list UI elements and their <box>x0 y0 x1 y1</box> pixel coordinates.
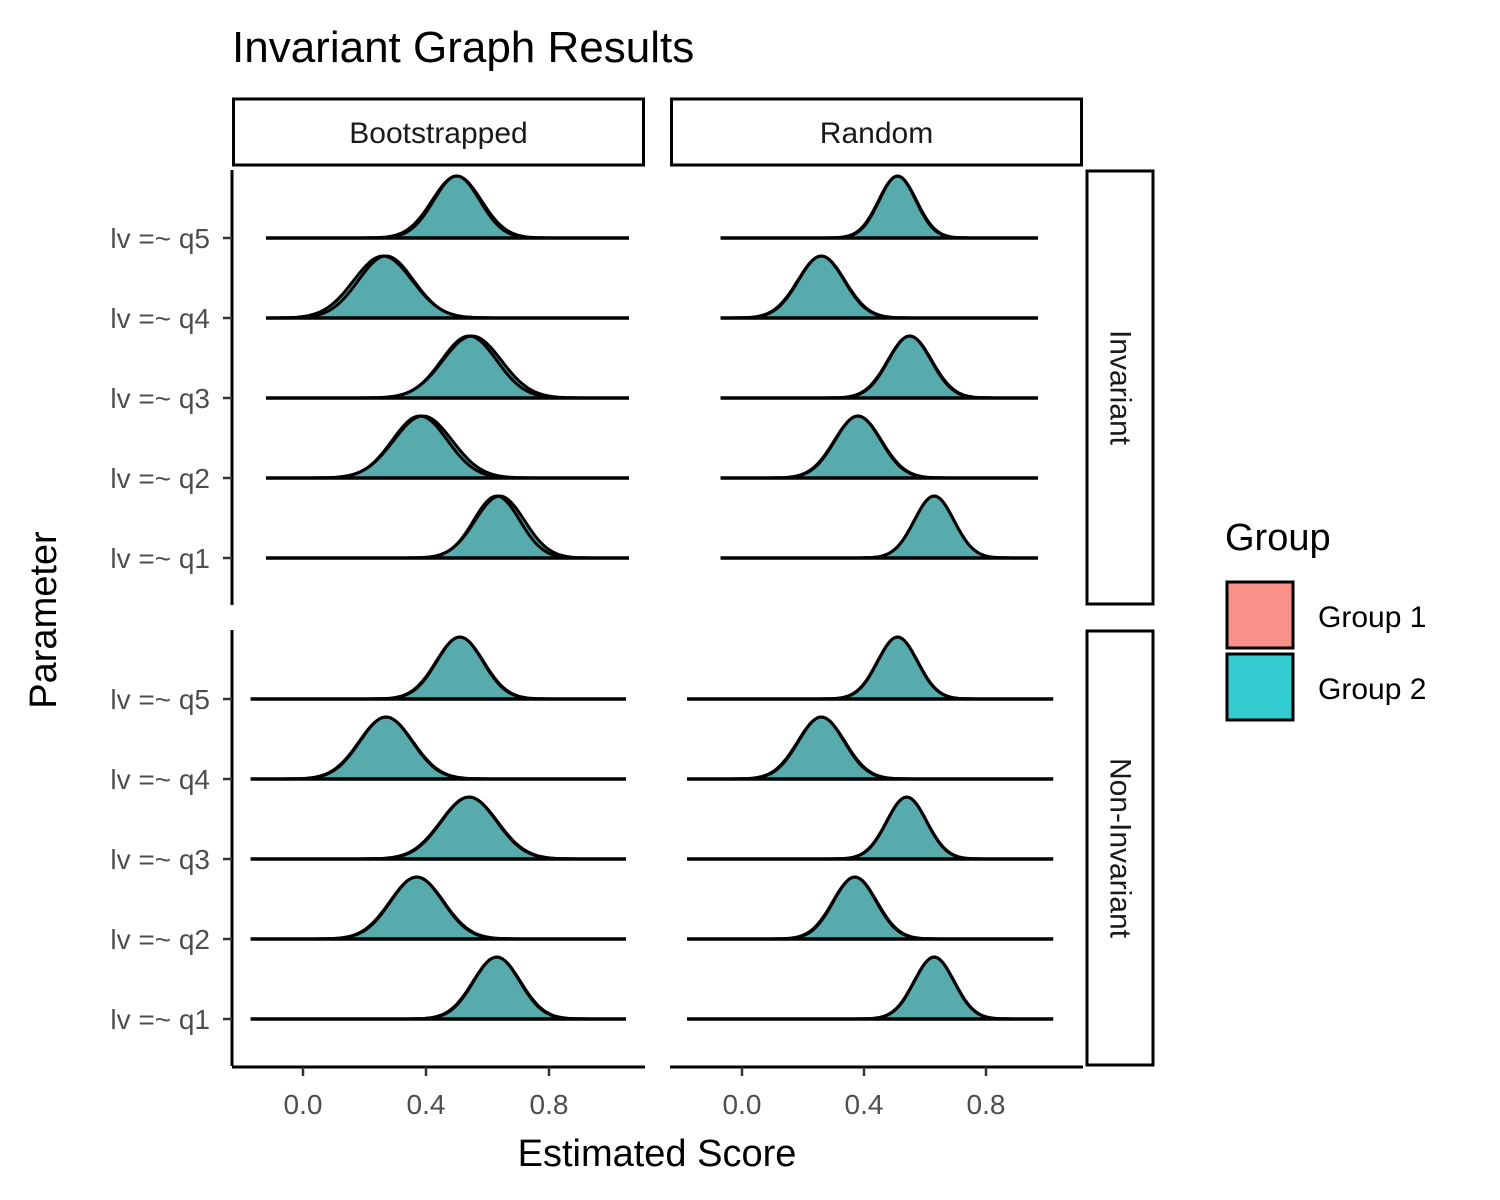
density-area-group-2-lv-q4 <box>720 256 1038 318</box>
density-area-group-2-lv-q1 <box>266 496 629 558</box>
y-tick-label: lv =~ q2 <box>110 463 210 494</box>
density-overlap-lv-q2 <box>266 416 629 478</box>
density-line-group-1-lv-q4 <box>720 254 1038 320</box>
density-overlap-lv-q1 <box>720 496 1038 558</box>
row-strip-label-non-invariant: Non-Invariant <box>1104 758 1137 939</box>
density-overlap-lv-q3 <box>720 336 1038 398</box>
row-strip-label-invariant: Invariant <box>1104 330 1137 446</box>
axes-layer: lv =~ q1 lv =~ q2 lv =~ q3 lv =~ q4 lv =~ q5… <box>110 170 1083 1120</box>
row-strip-invariant <box>1085 169 1155 606</box>
x-tick-label: 0.8 <box>530 1089 569 1120</box>
panel-bootstrapped-non-invariant <box>250 635 626 1021</box>
density-area-group-1-lv-q4 <box>266 256 629 318</box>
density-line-group-1-lv-q4 <box>266 254 629 320</box>
y-tick-label: lv =~ q3 <box>110 383 210 414</box>
density-line-group-2-lv-q4 <box>720 254 1038 320</box>
density-overlap-lv-q4 <box>720 256 1038 318</box>
column-strip-bootstrapped <box>232 97 645 167</box>
row-strip-non-invariant <box>1085 629 1155 1067</box>
column-strip-label-bootstrapped: Bootstrapped <box>349 117 527 150</box>
density-line-group-1-lv-q3 <box>687 795 1054 861</box>
panel-bootstrapped-invariant <box>266 174 629 560</box>
density-line-group-2-lv-q4 <box>266 254 629 320</box>
legend-key-group-1 <box>1225 580 1295 650</box>
density-line-group-1-lv-q4 <box>687 715 1054 781</box>
density-area-group-1-lv-q4 <box>687 717 1054 779</box>
density-overlap-lv-q5 <box>720 176 1038 238</box>
density-line-group-2-lv-q1 <box>687 955 1054 1021</box>
density-area-group-2-lv-q1 <box>250 957 626 1019</box>
density-line-group-2-lv-q1 <box>266 494 629 560</box>
density-line-group-2-lv-q4 <box>250 715 626 781</box>
density-area-group-1-lv-q1 <box>266 496 629 558</box>
legend-label-group-2: Group 2 <box>1318 673 1426 706</box>
y-tick-label: lv =~ q1 <box>110 1004 210 1035</box>
y-tick-label: lv =~ q1 <box>110 543 210 574</box>
density-line-group-1-lv-q1 <box>720 494 1038 560</box>
panels-layer <box>250 174 1054 1021</box>
legend: Group Group 1 Group 2 <box>1225 517 1426 722</box>
strips-layer: Bootstrapped Random Invariant Non-Invariant <box>232 97 1155 1067</box>
y-tick-label: lv =~ q2 <box>110 924 210 955</box>
legend-title: Group <box>1225 517 1331 559</box>
panel-random-non-invariant <box>687 635 1054 1021</box>
density-area-group-2-lv-q1 <box>720 496 1038 558</box>
column-strip-random <box>670 97 1083 167</box>
density-overlap-lv-q5 <box>266 176 629 238</box>
density-area-group-2-lv-q4 <box>687 717 1054 779</box>
density-line-group-2-lv-q1 <box>720 494 1038 560</box>
density-overlap-lv-q2 <box>687 877 1054 939</box>
x-axis-title: Estimated Score <box>518 1133 797 1175</box>
column-strip-label-random: Random <box>820 117 933 150</box>
y-tick-label: lv =~ q4 <box>110 764 210 795</box>
density-area-group-1-lv-q1 <box>687 957 1054 1019</box>
x-tick-label: 0.4 <box>407 1089 446 1120</box>
legend-key-group-2 <box>1225 652 1295 722</box>
density-area-group-1-lv-q1 <box>250 957 626 1019</box>
y-tick-label: lv =~ q5 <box>110 223 210 254</box>
y-tick-label: lv =~ q3 <box>110 844 210 875</box>
chart-title: Invariant Graph Results <box>232 23 694 72</box>
y-tick-label: lv =~ q4 <box>110 303 210 334</box>
density-line-group-2-lv-q1 <box>250 955 626 1021</box>
density-overlap-lv-q5 <box>250 637 626 699</box>
density-area-group-2-lv-q1 <box>687 957 1054 1019</box>
x-tick-label: 0.0 <box>284 1089 323 1120</box>
density-overlap-lv-q1 <box>250 957 626 1019</box>
density-overlap-lv-q1 <box>687 957 1054 1019</box>
density-overlap-lv-q3 <box>266 336 629 398</box>
x-tick-label: 0.0 <box>723 1089 762 1120</box>
y-tick-label: lv =~ q5 <box>110 684 210 715</box>
density-area-group-1-lv-q1 <box>720 496 1038 558</box>
density-overlap-lv-q1 <box>266 496 629 558</box>
density-overlap-lv-q2 <box>250 877 626 939</box>
x-tick-label: 0.4 <box>845 1089 884 1120</box>
density-line-group-2-lv-q4 <box>687 715 1054 781</box>
density-line-group-1-lv-q1 <box>266 494 629 560</box>
density-line-group-1-lv-q1 <box>687 955 1054 1021</box>
density-overlap-lv-q4 <box>266 256 629 318</box>
density-overlap-lv-q2 <box>720 416 1038 478</box>
x-tick-label: 0.8 <box>967 1089 1006 1120</box>
density-overlap-lv-q4 <box>687 717 1054 779</box>
density-area-group-1-lv-q4 <box>720 256 1038 318</box>
density-area-group-2-lv-q4 <box>266 256 629 318</box>
density-line-group-1-lv-q1 <box>250 955 626 1021</box>
panel-random-invariant <box>720 174 1038 560</box>
y-axis-title: Parameter <box>23 531 65 709</box>
legend-label-group-1: Group 1 <box>1318 601 1426 634</box>
density-overlap-lv-q5 <box>687 637 1054 699</box>
